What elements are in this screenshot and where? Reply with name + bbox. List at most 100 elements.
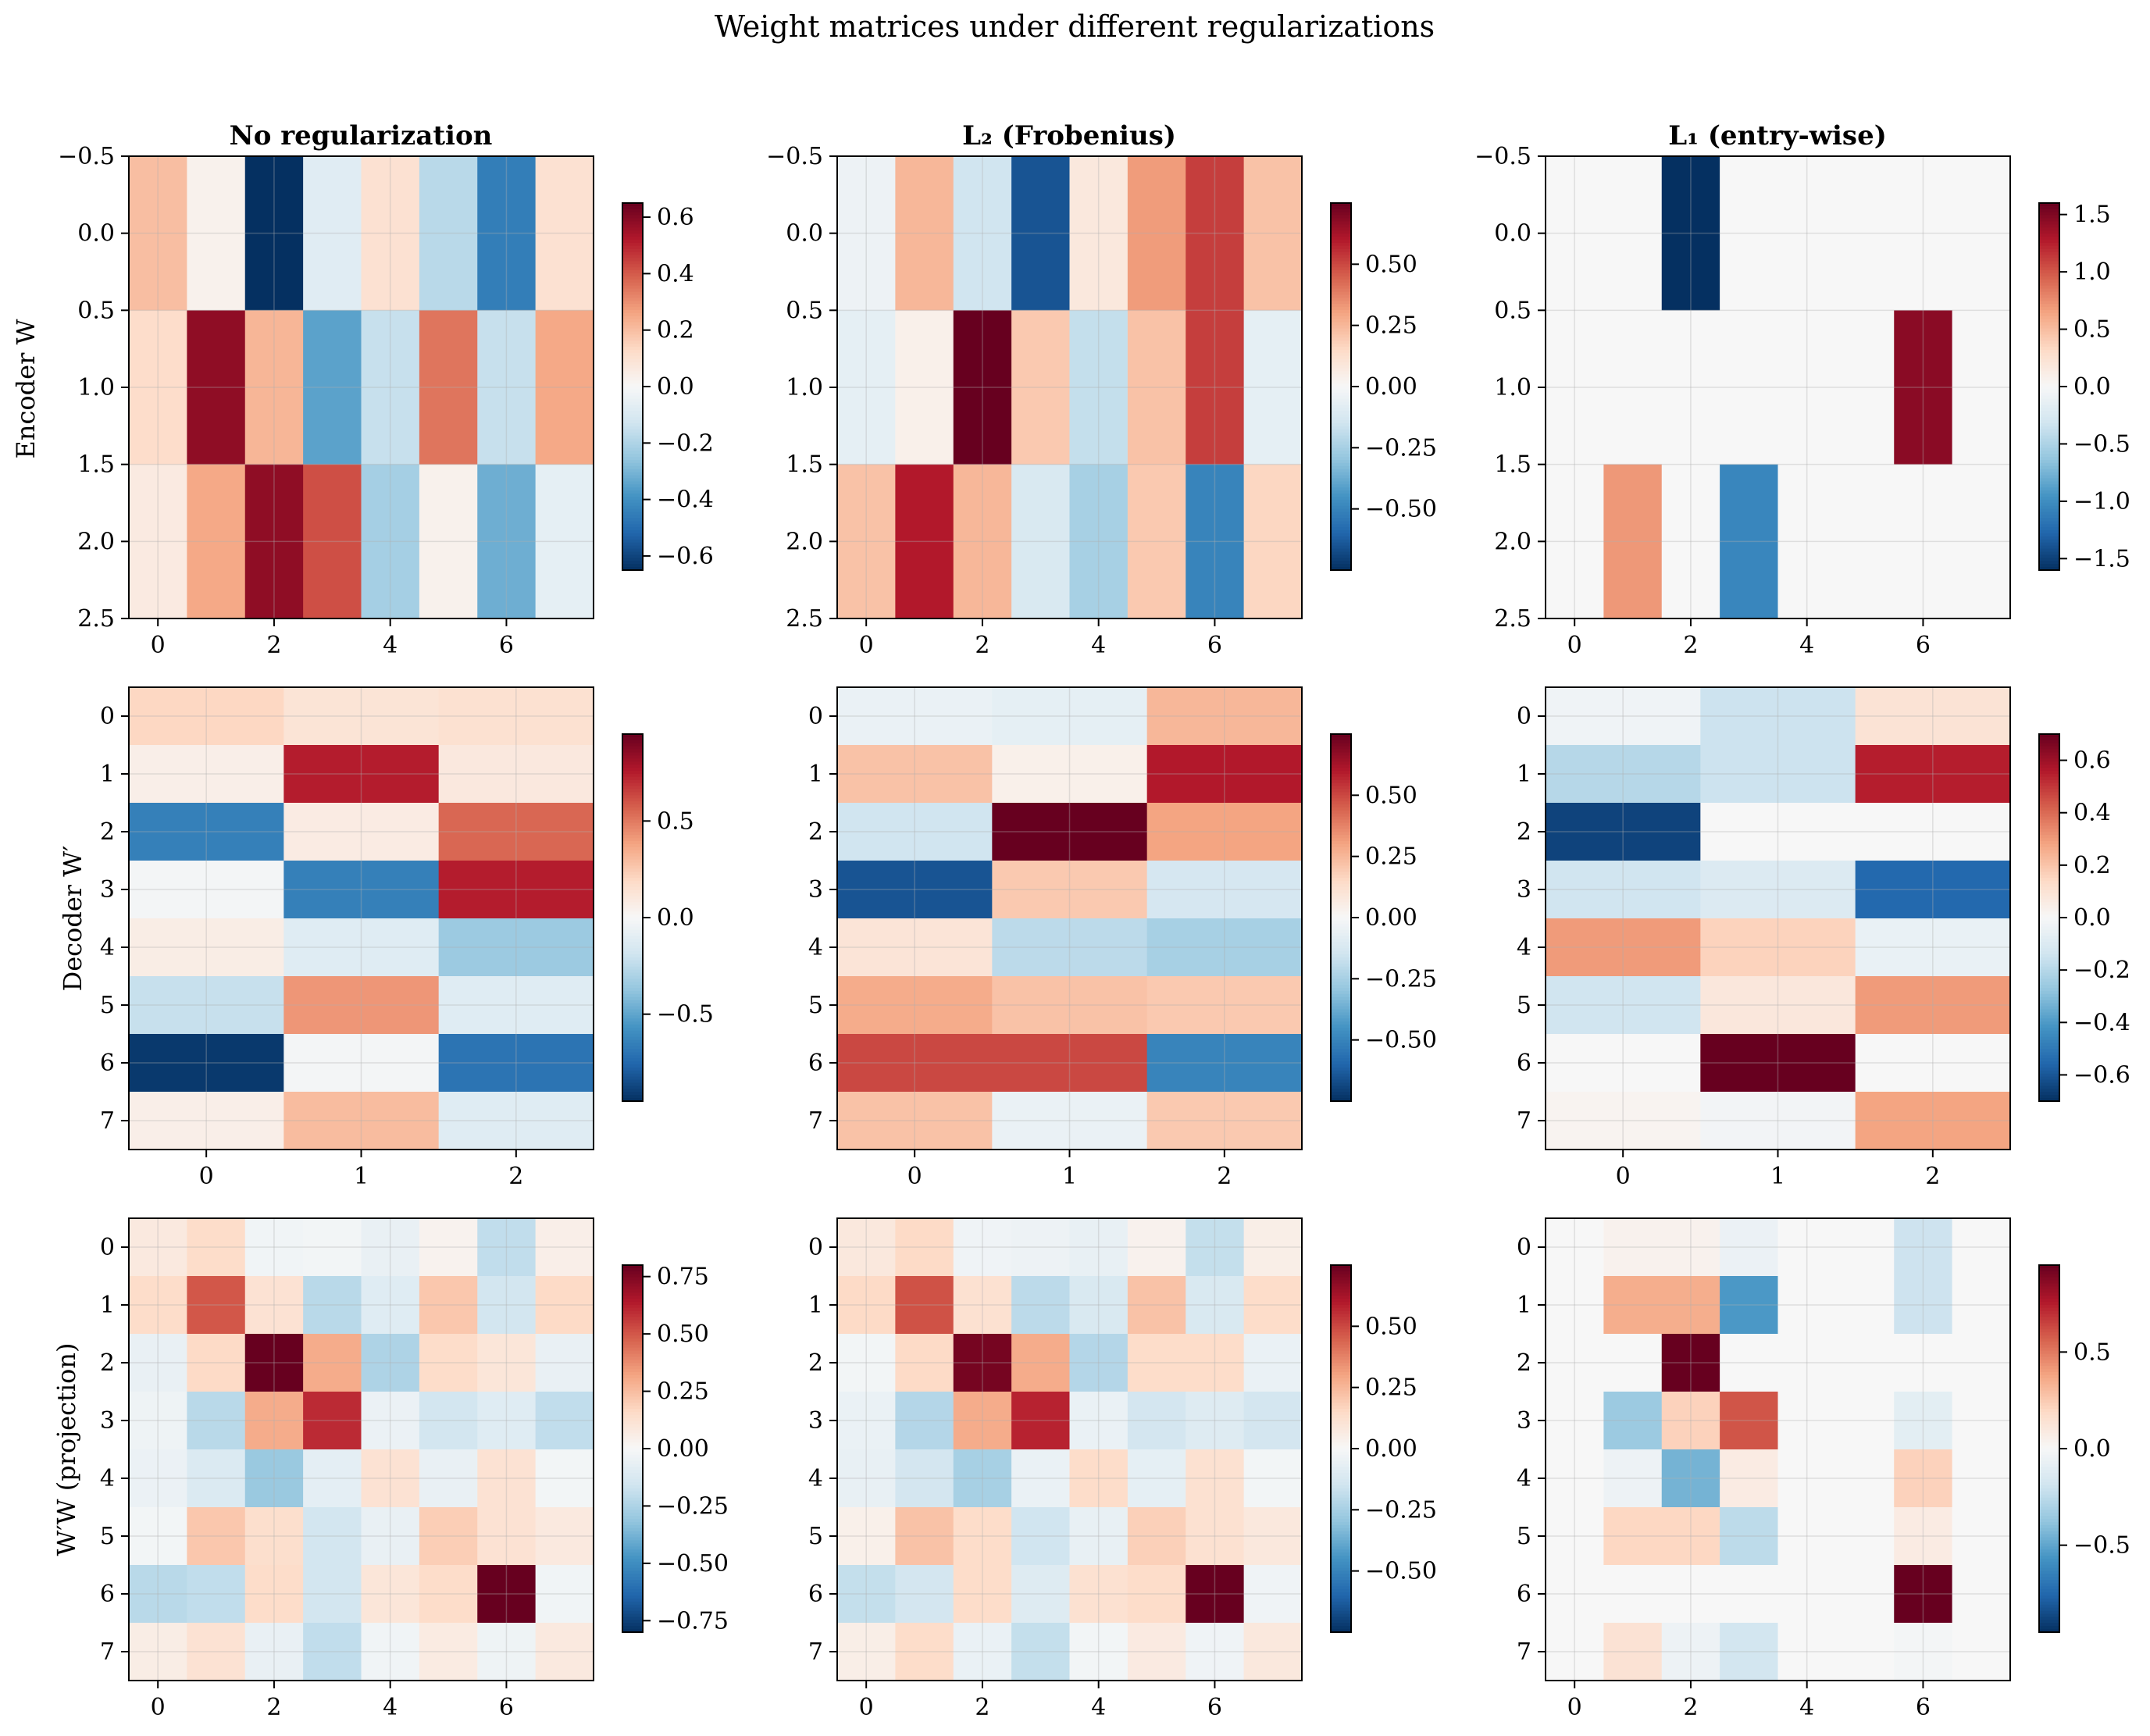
colorbar-segment bbox=[2039, 1445, 2059, 1449]
colorbar-segment bbox=[1331, 258, 1351, 262]
colorbar-segment bbox=[2039, 908, 2059, 912]
colorbar-segment bbox=[1331, 1064, 1351, 1068]
colorbar-segment bbox=[2039, 1036, 2059, 1041]
colorbar-segment bbox=[2039, 1265, 2059, 1269]
colorbar-segment bbox=[2039, 307, 2059, 311]
colorbar-segment bbox=[622, 426, 643, 430]
colorbar-segment bbox=[2039, 1058, 2059, 1062]
heatmap-cell bbox=[837, 918, 993, 977]
heatmap-cell bbox=[244, 1276, 304, 1335]
colorbar-segment bbox=[622, 886, 643, 891]
colorbar-segment bbox=[2039, 291, 2059, 296]
colorbar-segment bbox=[622, 1620, 643, 1624]
heatmap-cell bbox=[1243, 1449, 1303, 1508]
heatmap-cell bbox=[1127, 1449, 1186, 1508]
colorbar-segment bbox=[2039, 1375, 2059, 1379]
colorbar-segment bbox=[622, 315, 643, 320]
colorbar-segment bbox=[622, 279, 643, 283]
colorbar-segment bbox=[622, 926, 643, 931]
heatmap-cell bbox=[1603, 156, 1663, 311]
colorbar-tick-label: 0.00 bbox=[1365, 904, 1417, 932]
y-tick-label: 6 bbox=[1517, 1050, 1531, 1077]
colorbar-segment bbox=[2039, 1424, 2059, 1428]
colorbar-segment bbox=[2039, 1479, 2059, 1483]
colorbar-segment bbox=[2039, 1341, 2059, 1346]
colorbar-segment bbox=[2039, 1061, 2059, 1065]
colorbar-segment bbox=[622, 1607, 643, 1612]
colorbar-segment bbox=[1331, 798, 1351, 802]
colorbar-segment bbox=[622, 1052, 643, 1056]
heatmap-cell bbox=[953, 310, 1012, 465]
colorbar-segment bbox=[2039, 1067, 2059, 1071]
colorbar-segment bbox=[2039, 1552, 2059, 1556]
heatmap-cell bbox=[1546, 861, 1701, 919]
colorbar-segment bbox=[1331, 1424, 1351, 1428]
heatmap-cell bbox=[1011, 1507, 1071, 1566]
colorbar-segment bbox=[622, 1344, 643, 1349]
colorbar-segment bbox=[622, 1531, 643, 1535]
colorbar-segment bbox=[1331, 304, 1351, 308]
colorbar-segment bbox=[622, 1457, 643, 1462]
colorbar-segment bbox=[2039, 1012, 2059, 1016]
heatmap-cell bbox=[1243, 1565, 1303, 1624]
colorbar-tick-label: 0.2 bbox=[2073, 852, 2111, 879]
x-tick-label: 6 bbox=[1916, 632, 1931, 659]
heatmap-cell bbox=[992, 1092, 1148, 1150]
colorbar-segment bbox=[622, 1522, 643, 1526]
colorbar-segment bbox=[2039, 371, 2059, 375]
colorbar-segment bbox=[2039, 813, 2059, 818]
colorbar-segment bbox=[622, 1310, 643, 1315]
colorbar-segment bbox=[622, 957, 643, 961]
heatmap-cell bbox=[1835, 1623, 1895, 1681]
colorbar-segment bbox=[622, 325, 643, 330]
colorbar-segment bbox=[1331, 1491, 1351, 1495]
colorbar-segment bbox=[1331, 478, 1351, 483]
colorbar-segment bbox=[622, 515, 643, 519]
colorbar-segment bbox=[1331, 542, 1351, 547]
colorbar-segment bbox=[2039, 853, 2059, 857]
y-tick-label: 7 bbox=[1517, 1107, 1531, 1135]
colorbar-segment bbox=[2039, 304, 2059, 308]
heatmap-cell bbox=[1146, 803, 1303, 861]
colorbar-segment bbox=[622, 893, 643, 897]
colorbar-segment bbox=[2039, 1350, 2059, 1355]
heatmap-cell bbox=[303, 1565, 362, 1624]
colorbar-segment bbox=[2039, 347, 2059, 351]
colorbar-segment bbox=[1331, 1320, 1351, 1324]
colorbar-segment bbox=[2039, 1339, 2059, 1342]
colorbar-segment bbox=[1331, 914, 1351, 918]
colorbar-segment bbox=[2039, 969, 2059, 974]
heatmap-cell bbox=[1127, 1392, 1186, 1450]
colorbar-segment bbox=[1331, 1369, 1351, 1373]
colorbar-segment bbox=[1331, 325, 1351, 330]
heatmap-cell bbox=[477, 1392, 537, 1450]
colorbar-segment bbox=[2039, 276, 2059, 280]
colorbar-segment bbox=[1331, 408, 1351, 412]
colorbar-segment bbox=[1331, 502, 1351, 507]
heatmap-cell bbox=[187, 1218, 246, 1277]
heatmap-cell bbox=[535, 310, 594, 465]
colorbar-segment bbox=[622, 451, 643, 454]
heatmap-cell bbox=[837, 861, 993, 919]
colorbar-segment bbox=[2039, 1527, 2059, 1532]
colorbar-segment bbox=[2039, 1476, 2059, 1480]
colorbar-segment bbox=[2039, 1347, 2059, 1352]
colorbar-segment bbox=[622, 920, 643, 925]
colorbar-tick-label: 1.0 bbox=[2073, 258, 2111, 286]
colorbar-segment bbox=[1331, 743, 1351, 747]
colorbar-segment bbox=[622, 472, 643, 476]
colorbar-segment bbox=[2039, 451, 2059, 454]
colorbar-segment bbox=[1331, 490, 1351, 494]
heatmap-cell bbox=[1720, 1507, 1779, 1566]
heatmap-cell bbox=[992, 861, 1148, 919]
colorbar-segment bbox=[1331, 1620, 1351, 1624]
heatmap-cell bbox=[129, 1392, 187, 1450]
colorbar-segment bbox=[622, 841, 643, 845]
colorbar-segment bbox=[1331, 315, 1351, 320]
y-tick-label: 4 bbox=[1517, 1465, 1531, 1492]
colorbar-segment bbox=[2039, 1332, 2059, 1336]
colorbar-segment bbox=[1331, 1601, 1351, 1606]
heatmap-cell bbox=[1127, 156, 1186, 311]
heatmap-cell bbox=[283, 1034, 440, 1093]
heatmap-cell bbox=[361, 1276, 420, 1335]
